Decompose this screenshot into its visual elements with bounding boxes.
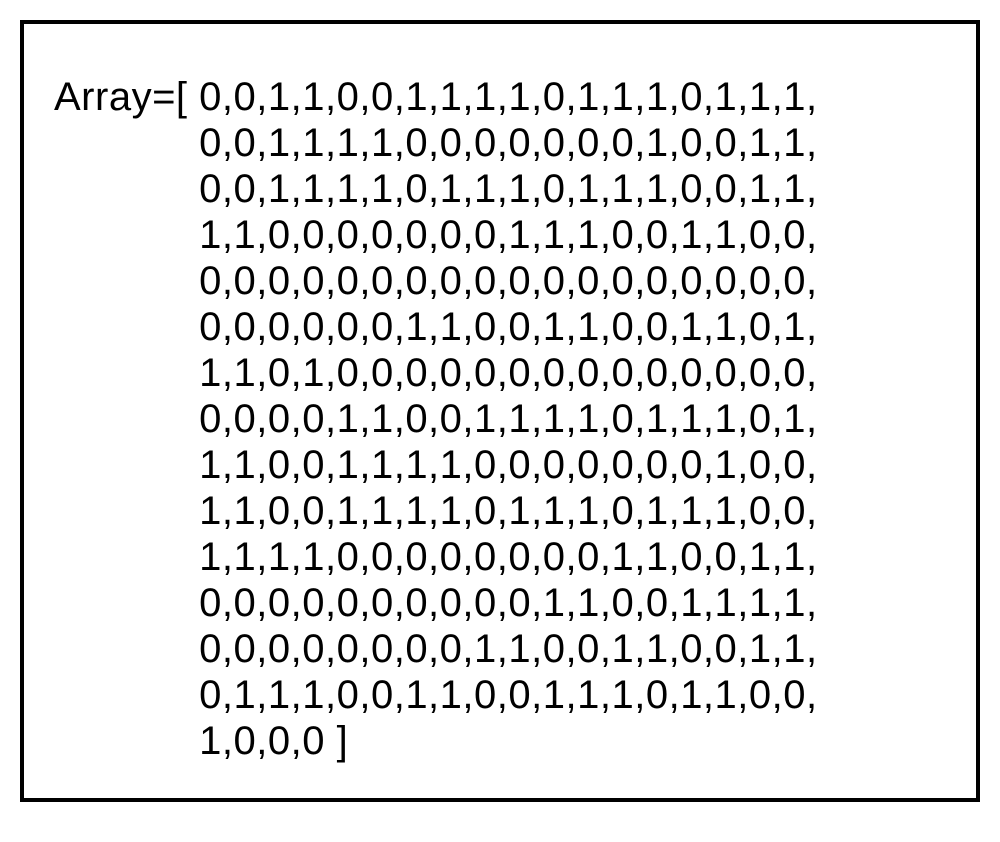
array-row: 1,1,0,1,0,0,0,0,0,0,0,0,0,0,0,0,0,0,	[199, 350, 817, 396]
array-rows: 0,0,1,1,0,0,1,1,1,1,0,1,1,1,0,1,1,1, 0,0…	[199, 74, 817, 764]
array-row: 0,0,1,1,1,1,0,0,0,0,0,0,0,1,0,0,1,1,	[199, 120, 817, 166]
array-row: 0,0,1,1,0,0,1,1,1,1,0,1,1,1,0,1,1,1,	[199, 74, 817, 120]
array-row: 1,0,0,0 ]	[199, 718, 817, 764]
array-row: 1,1,0,0,0,0,0,0,0,1,1,1,0,0,1,1,0,0,	[199, 212, 817, 258]
array-row: 0,0,1,1,1,1,0,1,1,1,0,1,1,1,0,0,1,1,	[199, 166, 817, 212]
array-row: 0,1,1,1,0,0,1,1,0,0,1,1,1,0,1,1,0,0,	[199, 672, 817, 718]
array-frame: Array=[ 0,0,1,1,0,0,1,1,1,1,0,1,1,1,0,1,…	[20, 20, 980, 802]
array-row: 1,1,1,1,0,0,0,0,0,0,0,0,1,1,0,0,1,1,	[199, 534, 817, 580]
array-row: 0,0,0,0,0,0,0,0,1,1,0,0,1,1,0,0,1,1,	[199, 626, 817, 672]
array-content: Array=[ 0,0,1,1,0,0,1,1,1,1,0,1,1,1,0,1,…	[54, 74, 946, 764]
array-row: 0,0,0,0,0,0,0,0,0,0,1,1,0,0,1,1,1,1,	[199, 580, 817, 626]
array-row: 0,0,0,0,0,0,0,0,0,0,0,0,0,0,0,0,0,0,	[199, 258, 817, 304]
array-row: 0,0,0,0,1,1,0,0,1,1,1,1,0,1,1,1,0,1,	[199, 396, 817, 442]
array-row: 1,1,0,0,1,1,1,1,0,1,1,1,0,1,1,1,0,0,	[199, 488, 817, 534]
array-label: Array=[	[54, 74, 199, 120]
array-row: 1,1,0,0,1,1,1,1,0,0,0,0,0,0,0,1,0,0,	[199, 442, 817, 488]
array-row: 0,0,0,0,0,0,1,1,0,0,1,1,0,0,1,1,0,1,	[199, 304, 817, 350]
